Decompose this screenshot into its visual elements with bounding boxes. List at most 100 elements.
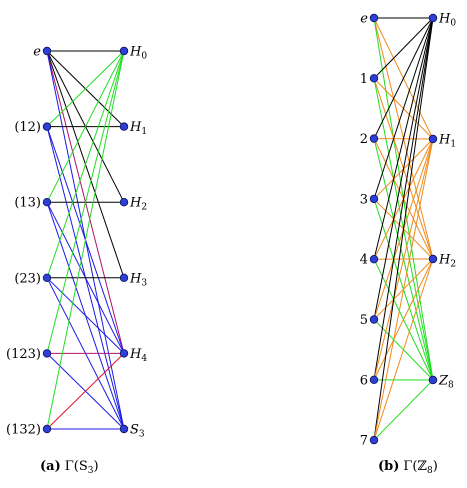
left-node-label: (123)	[6, 347, 41, 362]
left-vertex	[369, 13, 379, 23]
edge-red	[46, 353, 125, 430]
right-node-label: H0	[438, 12, 456, 29]
left-node-label: 3	[360, 192, 368, 207]
right-node-label: H1	[129, 120, 147, 137]
left-vertex	[42, 273, 52, 282]
right-node-label: S3	[130, 423, 145, 440]
right-node-subscript: 3	[141, 278, 147, 288]
edge-black	[373, 17, 434, 139]
edge-black	[373, 17, 434, 320]
caption-subscript: 8	[427, 466, 433, 476]
right-node-subscript: 1	[141, 127, 147, 137]
caption-text: Γ(S	[65, 459, 88, 474]
right-node-subscript: 2	[450, 260, 456, 270]
right-vertex	[119, 46, 129, 56]
edge-black	[373, 17, 434, 79]
left-vertex	[369, 194, 379, 204]
left-node-label: 6	[360, 373, 368, 388]
left-node-label: e	[33, 45, 41, 60]
caption-close: )	[93, 459, 98, 474]
edge-orange	[373, 138, 434, 441]
left-vertex	[42, 122, 52, 131]
right-node-label: H3	[129, 271, 147, 288]
caption-label: (a)	[40, 459, 61, 474]
edges	[46, 50, 125, 430]
left-vertex	[42, 424, 52, 434]
right-node-base: S	[130, 423, 139, 438]
right-node-subscript: 4	[141, 354, 147, 364]
right-node-base: H	[129, 45, 142, 60]
edge-black	[373, 17, 434, 200]
left-node-label: (23)	[14, 271, 41, 286]
left-node-label: 7	[360, 434, 368, 449]
right-node-base: Z	[438, 374, 449, 389]
right-node-label: H0	[129, 45, 147, 62]
left-vertex	[42, 197, 52, 207]
right-node-base: H	[129, 271, 142, 286]
edges	[373, 17, 434, 441]
left-vertex	[369, 435, 379, 445]
right-vertex	[119, 122, 129, 131]
right-node-subscript: 3	[139, 430, 145, 440]
right-vertex	[119, 349, 129, 358]
edge-green	[46, 50, 125, 203]
left-node-label: 2	[360, 132, 368, 147]
edge-green	[46, 50, 125, 278]
left-node-label: (13)	[14, 196, 41, 211]
right-vertex	[428, 13, 438, 23]
left-node-label: 4	[360, 253, 368, 268]
diagram-caption: (b) Γ(ℤ8)	[378, 459, 438, 476]
right-vertex	[428, 375, 438, 385]
right-node-label: H2	[438, 253, 456, 270]
right-node-base: H	[438, 133, 451, 148]
edge-orange	[373, 258, 434, 441]
edge-orange	[373, 138, 434, 380]
right-node-label: H2	[129, 196, 147, 213]
caption-close: )	[433, 459, 438, 474]
edge-green	[46, 50, 125, 127]
edge-black	[373, 17, 434, 380]
right-node-base: H	[129, 120, 142, 135]
right-node-base: H	[438, 12, 451, 27]
right-node-subscript: 1	[450, 140, 456, 150]
left-vertex	[369, 315, 379, 324]
left-vertex	[369, 255, 379, 264]
right-node-subscript: 0	[141, 52, 147, 62]
right-node-label: H4	[129, 347, 147, 364]
edge-green	[46, 50, 125, 354]
right-node-subscript: 8	[448, 381, 454, 391]
right-vertex	[119, 273, 129, 282]
right-node-base: H	[129, 196, 142, 211]
caption-label: (b)	[378, 459, 399, 474]
left-node-label: (12)	[14, 120, 41, 135]
right-vertex	[119, 424, 129, 434]
right-node-label: H1	[438, 133, 456, 150]
left-vertex	[42, 46, 52, 56]
right-node-subscript: 0	[450, 19, 456, 29]
right-node-base: H	[129, 347, 142, 362]
edge-green	[373, 379, 434, 441]
left-vertex	[42, 349, 52, 358]
caption-text: Γ(ℤ	[403, 459, 427, 474]
right-vertex	[428, 254, 438, 264]
edge-black	[373, 17, 434, 441]
right-node-label: Z8	[438, 374, 454, 391]
left-node-label: 5	[360, 313, 368, 328]
left-node-label: (132)	[6, 423, 41, 438]
right-node-base: H	[438, 253, 451, 268]
left-vertex	[369, 134, 379, 143]
left-vertex	[369, 375, 379, 384]
caption-subscript: 3	[88, 466, 94, 476]
left-node-label: e	[360, 12, 368, 27]
edge-green	[46, 50, 125, 430]
diagram-caption: (a) Γ(S3)	[40, 459, 99, 476]
left-node-label: 1	[360, 72, 368, 87]
left-vertex	[369, 74, 379, 83]
right-vertex	[119, 197, 129, 207]
edge-black	[373, 17, 434, 260]
right-vertex	[428, 134, 438, 144]
right-node-subscript: 2	[141, 203, 147, 213]
